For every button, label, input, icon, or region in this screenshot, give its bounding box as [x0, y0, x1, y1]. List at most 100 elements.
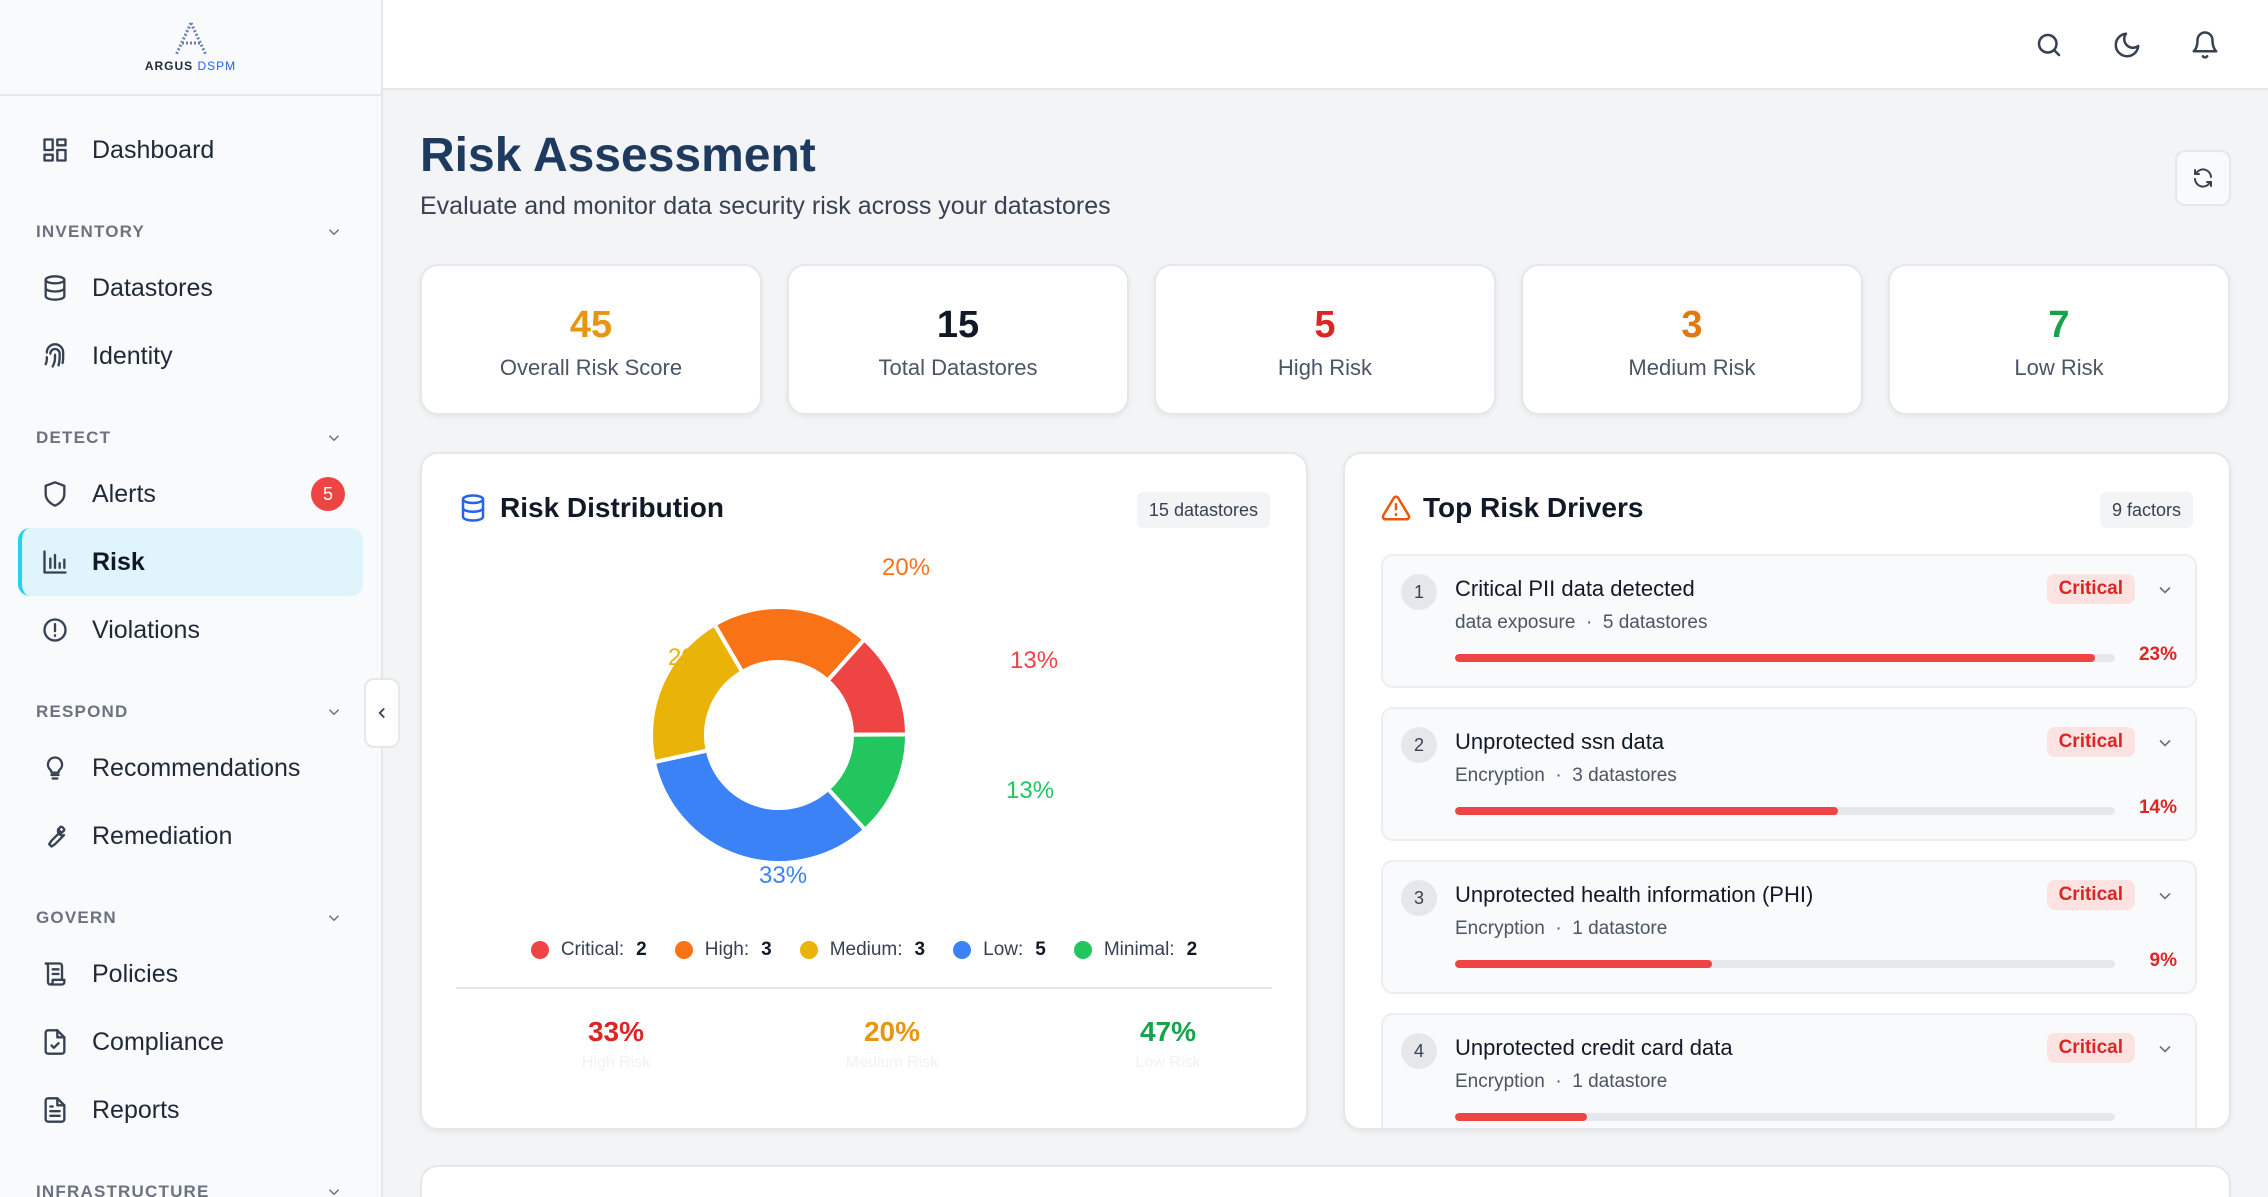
alerts-count-badge: 5	[311, 477, 345, 511]
risk-distribution-card: Risk Distribution 15 datastores 20% 13% …	[420, 452, 1308, 1130]
severity-badge: Critical	[2046, 574, 2135, 604]
card-title: Top Risk Drivers	[1381, 492, 1643, 524]
legend-item-low[interactable]: Low: 5	[953, 939, 1046, 961]
chevron-left-icon	[378, 707, 385, 719]
stat-value: 45	[569, 304, 613, 346]
legend-item-minimal[interactable]: Minimal: 2	[1073, 939, 1197, 961]
severity-badge: Critical	[2046, 880, 2135, 910]
stat-value: 7	[2048, 304, 2070, 346]
sidebar-item-datastores[interactable]: Datastores	[18, 254, 363, 322]
stat-label: High Risk	[1277, 355, 1373, 380]
donut-slice-high[interactable]	[711, 605, 868, 684]
sidebar-item-compliance[interactable]: Compliance	[18, 1008, 363, 1076]
chart-legend: Critical: 2 High: 3 Medium: 3 Low: 5 Minimal…	[422, 939, 1306, 961]
sidebar-item-identity[interactable]: Identity	[18, 322, 363, 390]
stat-label: Total Datastores	[878, 355, 1038, 380]
section-respond[interactable]: RESPOND	[18, 690, 363, 734]
chevron-down-icon	[328, 709, 340, 716]
severity-badge: Critical	[2046, 1033, 2135, 1063]
refresh-icon	[2194, 168, 2212, 188]
chevron-down-icon[interactable]	[2155, 886, 2175, 906]
chevron-down-icon[interactable]	[2155, 733, 2175, 753]
driver-progress-track	[1455, 807, 2115, 815]
sidebar-item-policies[interactable]: Policies	[18, 940, 363, 1008]
lightbulb-icon	[40, 753, 70, 783]
stat-card-total-datastores: 15 Total Datastores	[787, 264, 1129, 415]
sidebar-item-dashboard[interactable]: Dashboard	[18, 116, 363, 184]
driver-progress-fill	[1455, 960, 1713, 968]
chevron-down-icon	[328, 1189, 340, 1196]
bell-icon[interactable]	[2187, 27, 2223, 63]
driver-percent: 23%	[2138, 644, 2177, 665]
wrench-icon	[40, 821, 70, 851]
top-risk-drivers-card: Top Risk Drivers 9 factors 1 Critical PI…	[1343, 452, 2231, 1130]
sidebar-item-label: Dashboard	[92, 135, 215, 164]
donut-chart: 20% 13% 13% 33% 20%	[422, 454, 1306, 914]
risk-driver-item[interactable]: 3 Unprotected health information (PHI) E…	[1381, 860, 2197, 994]
fingerprint-icon	[40, 341, 70, 371]
driver-progress-fill	[1455, 654, 2096, 662]
risk-driver-item[interactable]: 2 Unprotected ssn data Encryption · 3 da…	[1381, 707, 2197, 841]
donut-slice-medium[interactable]	[649, 621, 745, 765]
chevron-down-icon	[328, 229, 340, 236]
section-govern[interactable]: GOVERN	[18, 896, 363, 940]
stat-card-overall-risk: 45 Overall Risk Score	[420, 264, 762, 415]
scroll-icon	[40, 959, 70, 989]
sidebar-collapse-button[interactable]	[364, 678, 400, 748]
chevron-down-icon[interactable]	[2155, 1039, 2175, 1059]
driver-percent: 14%	[2138, 797, 2177, 818]
driver-meta: Encryption · 1 datastore	[1455, 918, 1668, 939]
slice-label-medium: 20%	[668, 644, 717, 671]
logo[interactable]: ARGUS DSPM	[0, 0, 381, 96]
database-icon	[461, 494, 485, 522]
driver-meta: Encryption · 3 datastores	[1455, 765, 1677, 786]
database-icon	[40, 273, 70, 303]
risk-driver-item[interactable]: 4 Unprotected credit card data Encryptio…	[1381, 1013, 2197, 1128]
donut-slice-low[interactable]	[651, 748, 868, 865]
legend-item-high[interactable]: High: 3	[674, 939, 772, 961]
driver-meta: data exposure · 5 datastores	[1455, 612, 1708, 633]
warning-triangle-icon	[1381, 495, 1411, 521]
search-icon[interactable]	[2031, 27, 2067, 63]
section-infrastructure[interactable]: INFRASTRUCTURE	[18, 1170, 363, 1197]
dashboard-grid-icon	[40, 135, 70, 165]
stat-card-medium-risk: 3 Medium Risk	[1521, 264, 1863, 415]
risk-driver-item[interactable]: 1 Critical PII data detected data exposu…	[1381, 554, 2197, 688]
driver-progress-track	[1455, 960, 2115, 968]
sidebar-item-violations[interactable]: Violations	[18, 596, 363, 664]
stat-label: Overall Risk Score	[499, 355, 683, 380]
bar-chart-icon	[40, 547, 70, 577]
moon-icon[interactable]	[2109, 27, 2145, 63]
divider	[456, 987, 1272, 989]
legend-item-medium[interactable]: Medium: 3	[799, 939, 925, 961]
driver-progress-fill	[1455, 807, 1838, 815]
page-title: Risk Assessment	[420, 129, 816, 182]
legend-dot	[530, 941, 549, 959]
file-check-icon	[40, 1027, 70, 1057]
shield-icon	[40, 479, 70, 509]
file-text-icon	[40, 1095, 70, 1125]
sidebar-item-recommendations[interactable]: Recommendations	[18, 734, 363, 802]
summary-value: 47%	[1139, 1016, 1197, 1047]
summary-value: 33%	[587, 1016, 645, 1047]
slice-label-low: 33%	[759, 862, 808, 889]
section-detect[interactable]: DETECT	[18, 416, 363, 460]
chevron-down-icon[interactable]	[2155, 580, 2175, 600]
chevron-down-icon	[328, 915, 340, 922]
legend-dot	[953, 941, 972, 959]
summary-medium-risk: 20% Medium Risk	[792, 1016, 992, 1072]
driver-title: Unprotected health information (PHI)	[1455, 882, 1814, 907]
summary-low-risk: 47% Low Risk	[1068, 1016, 1268, 1072]
sidebar-item-remediation[interactable]: Remediation	[18, 802, 363, 870]
refresh-button[interactable]	[2175, 150, 2231, 206]
legend-item-critical[interactable]: Critical: 2	[530, 939, 647, 961]
sidebar-item-alerts[interactable]: Alerts 5	[18, 460, 363, 528]
sidebar-item-risk[interactable]: Risk	[18, 528, 363, 596]
datastore-count-pill: 15 datastores	[1136, 492, 1270, 528]
driver-meta: Encryption · 1 datastore	[1455, 1071, 1668, 1092]
sidebar-item-reports[interactable]: Reports	[18, 1076, 363, 1144]
driver-title: Critical PII data detected	[1455, 576, 1695, 601]
card-title: Risk Distribution	[458, 492, 724, 524]
summary-high-risk: 33% High Risk	[516, 1016, 716, 1072]
section-inventory[interactable]: INVENTORY	[18, 210, 363, 254]
